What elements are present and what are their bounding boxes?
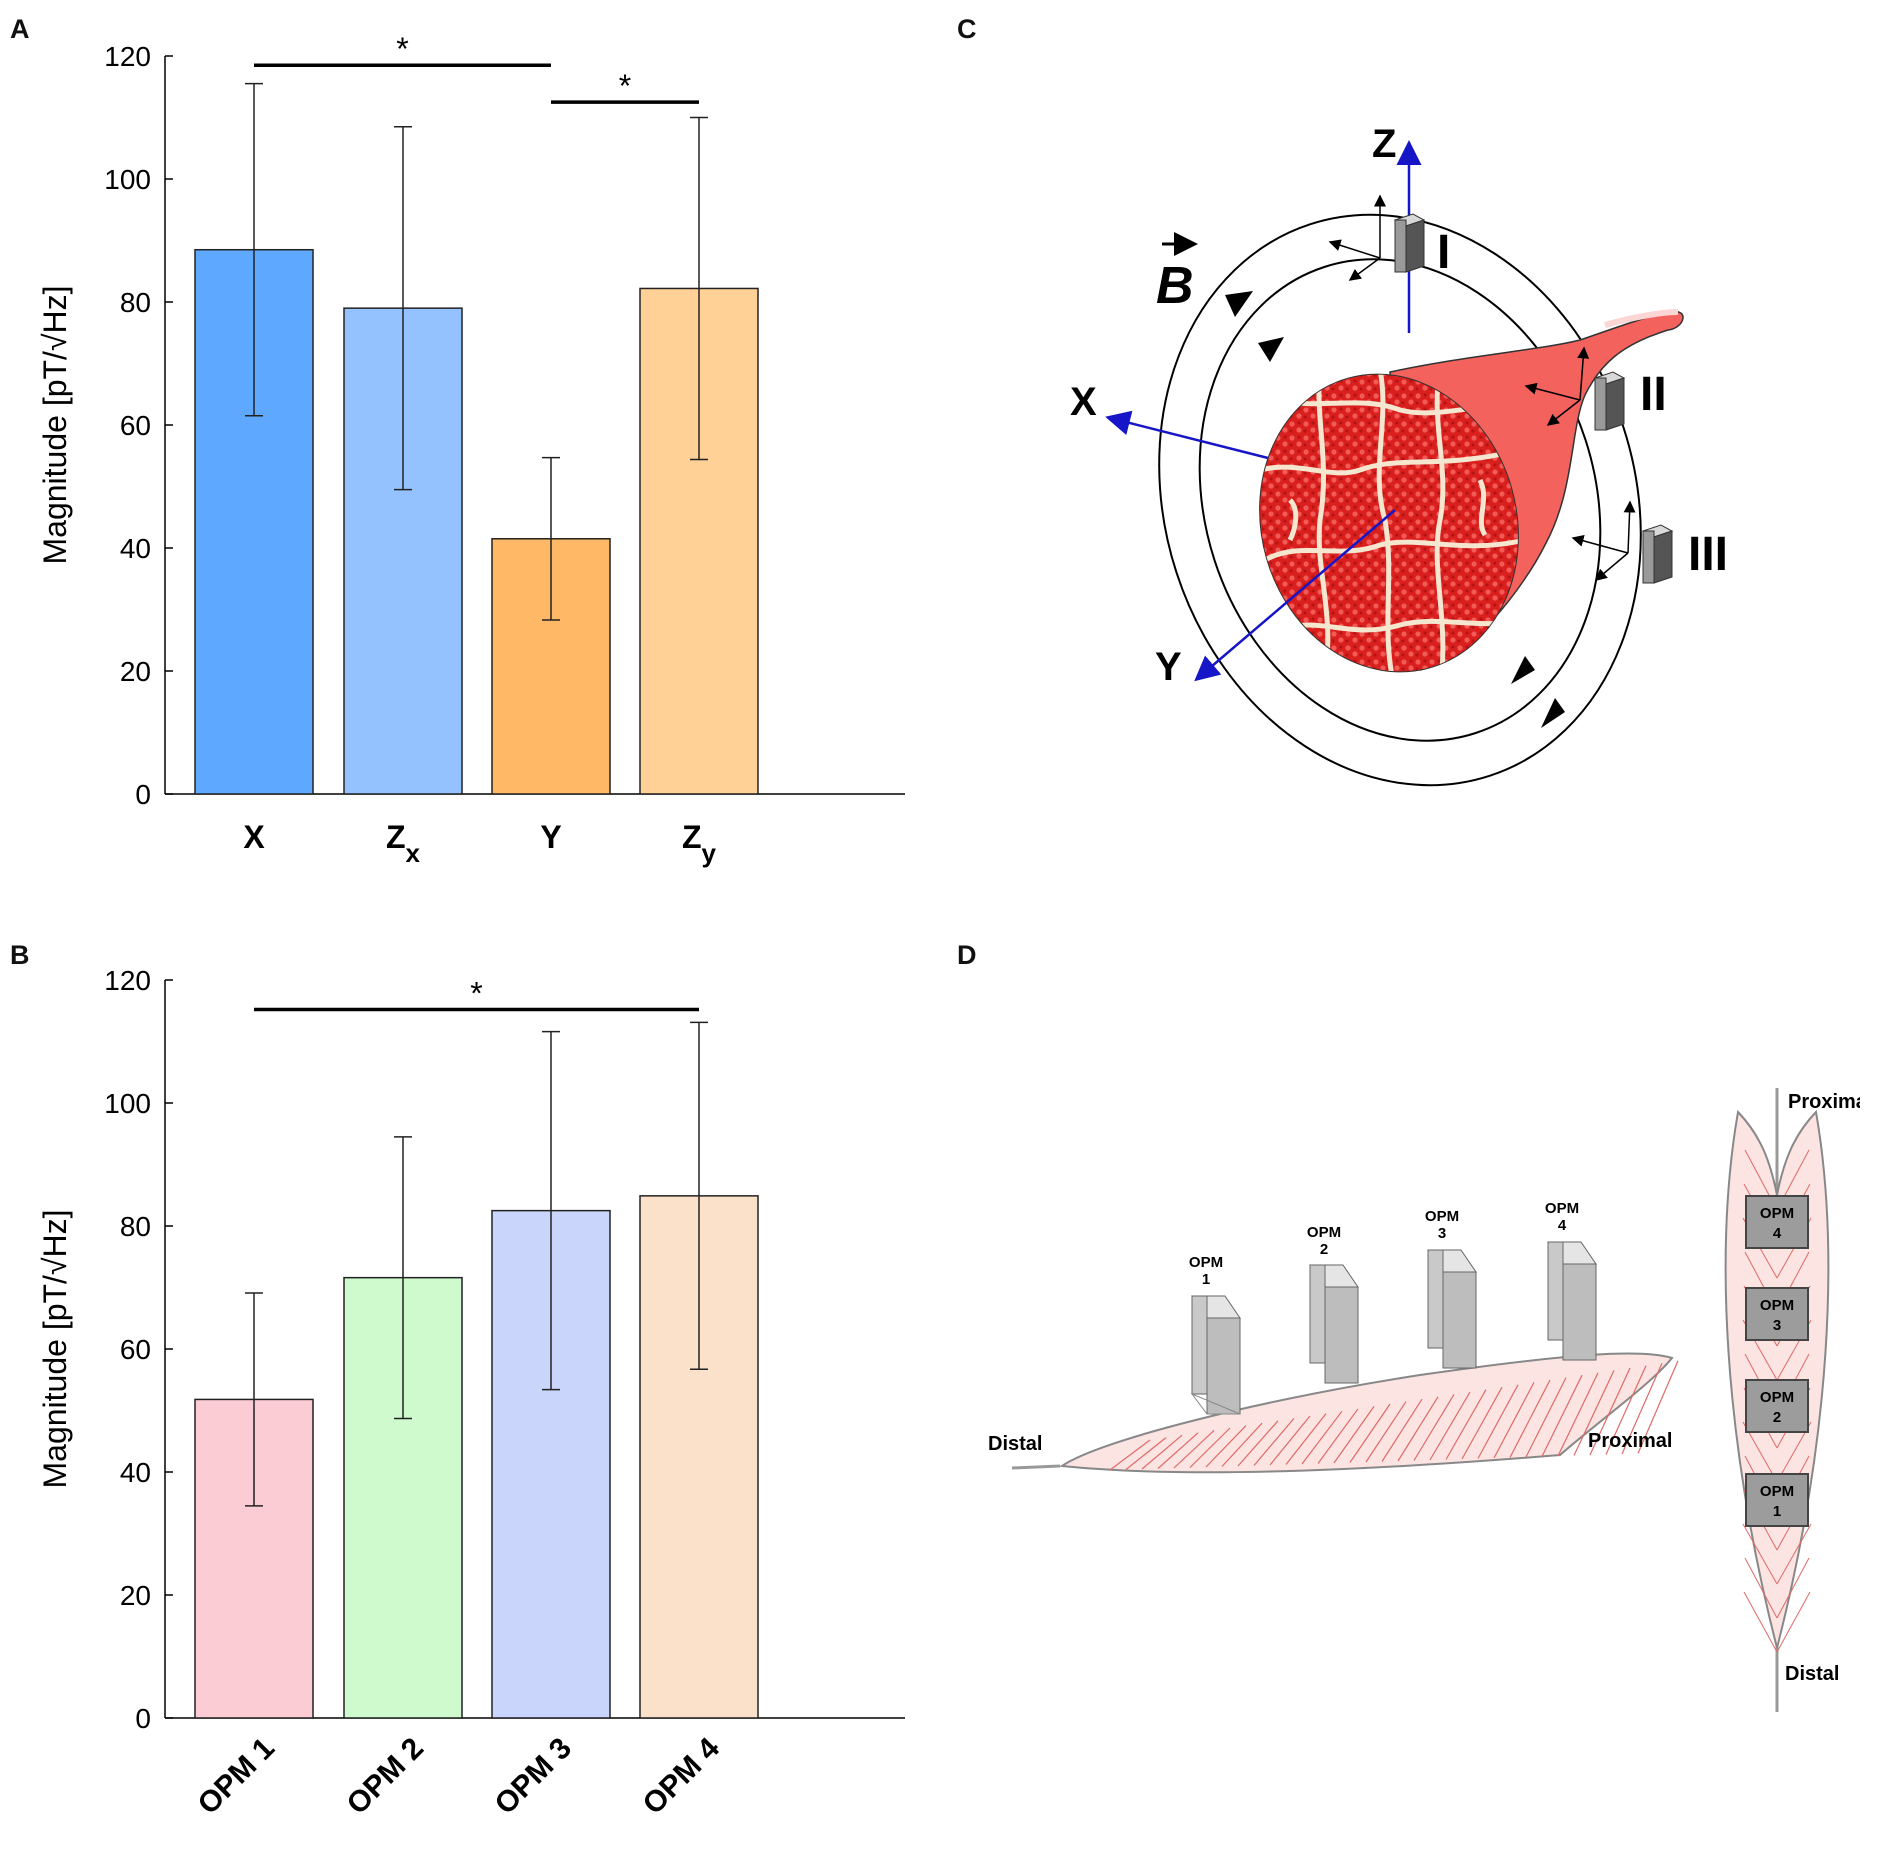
y-tick-label: 40 (120, 1457, 151, 1488)
top-opm-2: OPM 2 (1745, 1379, 1809, 1433)
x-tick-subscript: y (702, 838, 717, 868)
y-tick-label: 60 (120, 410, 151, 441)
panel-label-d: D (957, 940, 977, 970)
side-opm-2-number: 2 (1320, 1241, 1328, 1258)
diagram-d-opm-placement: Distal Proximal OPM 1 OPM 2 OPM 3 OPM 4 (988, 1088, 1860, 1712)
x-tick-label-2: OPM 2 (341, 1732, 430, 1821)
y-tick-label: 0 (135, 1703, 151, 1734)
sensor-ii-icon (1593, 371, 1626, 431)
top-distal-label: Distal (1785, 1663, 1839, 1685)
y-tick-label: 40 (120, 533, 151, 564)
top-opm-1-word: OPM (1760, 1483, 1794, 1500)
y-tick-label: 100 (104, 1088, 151, 1119)
side-opm-2-word: OPM (1307, 1224, 1341, 1241)
y-tick-label: 20 (120, 656, 151, 687)
top-opm-2-word: OPM (1760, 1389, 1794, 1406)
x-tick-label-1: X (243, 819, 265, 855)
top-opm-3: OPM 3 (1745, 1287, 1809, 1341)
field-b-label: B (1156, 257, 1194, 315)
x-tick-subscript: x (406, 838, 421, 868)
sensor-iii-icon (1641, 524, 1674, 584)
panel-label-b: B (10, 940, 30, 970)
significance-star-1: * (470, 976, 482, 1012)
x-tick-label-3: Y (540, 819, 561, 855)
side-view-muscle (1011, 1352, 1679, 1474)
side-opm-3-word: OPM (1425, 1208, 1459, 1225)
significance-star-2: * (619, 68, 631, 104)
side-distal-label: Distal (988, 1433, 1042, 1455)
y-tick-label: 0 (135, 779, 151, 810)
y-tick-label: 120 (104, 965, 151, 996)
axis-x-label: X (1070, 380, 1097, 424)
x-tick-main: Z (386, 819, 406, 855)
y-tick-label: 60 (120, 1334, 151, 1365)
chart-a: 0 20 40 60 80 100 120 Magnitude [pT/√Hz] X Zx Y Zy *… (37, 31, 905, 868)
chart-b: 0 20 40 60 80 100 120 Magnitude [pT/√Hz] OPM 1 OP… (37, 965, 905, 1821)
y-tick-label: 20 (120, 1580, 151, 1611)
sensor-i-icon (1393, 213, 1426, 273)
top-opm-3-word: OPM (1760, 1297, 1794, 1314)
side-proximal-label: Proximal (1588, 1430, 1672, 1452)
top-opm-1: OPM 1 (1745, 1473, 1809, 1527)
axis-y-label: Y (1155, 645, 1182, 689)
side-opm-2 (1309, 1264, 1359, 1384)
side-opm-4 (1547, 1241, 1597, 1361)
axis-z-label: Z (1372, 122, 1396, 166)
panel-label-a: A (10, 14, 30, 44)
top-opm-4-word: OPM (1760, 1205, 1794, 1222)
top-opm-3-number: 3 (1773, 1317, 1781, 1334)
significance-star-1: * (396, 31, 408, 67)
side-opm-3 (1427, 1249, 1477, 1369)
top-opm-2-number: 2 (1773, 1409, 1781, 1426)
y-tick-label: 80 (120, 1211, 151, 1242)
y-axis-title: Magnitude [pT/√Hz] (37, 285, 73, 564)
panel-label-c: C (957, 14, 977, 44)
x-tick-label-2: Zx (386, 819, 421, 868)
side-opm-4-word: OPM (1545, 1200, 1579, 1217)
top-opm-1-number: 1 (1773, 1503, 1781, 1520)
x-tick-main: Z (682, 819, 702, 855)
side-opm-3-number: 3 (1438, 1225, 1446, 1242)
side-opm-1-number: 1 (1202, 1271, 1210, 1288)
sensor-ii-label: II (1640, 368, 1667, 421)
top-opm-4-number: 4 (1773, 1225, 1782, 1242)
x-tick-label-3: OPM 3 (489, 1732, 578, 1821)
y-tick-label: 80 (120, 287, 151, 318)
x-tick-label-4: Zy (682, 819, 717, 868)
side-opm-1 (1190, 1295, 1241, 1415)
y-axis-title: Magnitude [pT/√Hz] (37, 1209, 73, 1488)
x-tick-main: X (243, 819, 265, 855)
y-tick-label: 120 (104, 41, 151, 72)
field-arrowheads (1225, 291, 1565, 728)
x-tick-main: Y (540, 819, 561, 855)
sensor-iii-label: III (1688, 528, 1728, 581)
top-opm-4: OPM 4 (1745, 1195, 1809, 1249)
y-tick-label: 100 (104, 164, 151, 195)
field-loops (1158, 213, 1642, 787)
side-opm-1-word: OPM (1189, 1254, 1223, 1271)
x-tick-label-4: OPM 4 (637, 1731, 727, 1821)
sensor-i-label: I (1437, 226, 1450, 279)
top-proximal-label: Proximal (1788, 1091, 1860, 1113)
x-tick-label-1: OPM 1 (192, 1732, 281, 1821)
diagram-c-muscle-field: Z X Y B I II III (1070, 122, 1728, 787)
side-opm-4-number: 4 (1558, 1217, 1567, 1234)
